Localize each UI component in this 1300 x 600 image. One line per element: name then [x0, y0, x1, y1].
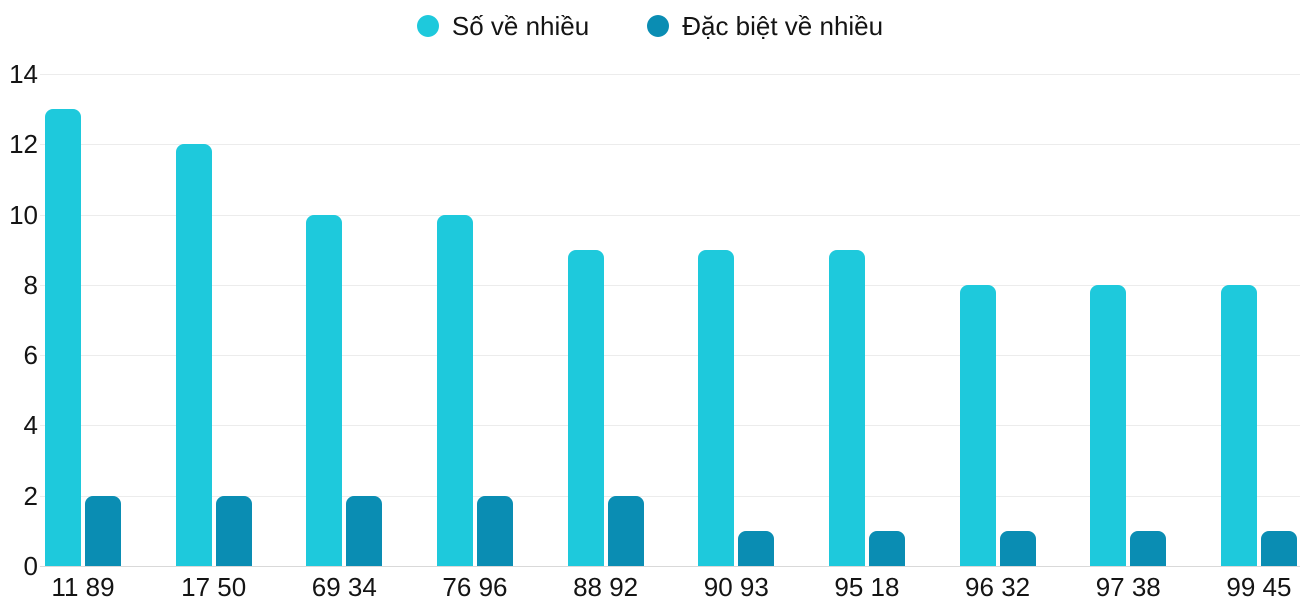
y-tick-label-4: 4 [23, 410, 38, 441]
x-axis-labels: 11 89 17 50 69 34 76 96 88 92 90 93 95 18 96 32… [45, 572, 1297, 600]
x-tick-label-11-89: 11 89 [51, 572, 115, 600]
bar-group-88-92 [567, 249, 644, 566]
bar-group-97-38 [1090, 284, 1167, 566]
bar-99-45[interactable] [1220, 284, 1257, 566]
gridline-14 [40, 74, 1300, 75]
x-tick-label-97-38: 97 38 [1095, 572, 1161, 600]
x-tick-label-88-92: 88 92 [573, 572, 639, 600]
bar-97-38[interactable] [1090, 284, 1127, 566]
x-tick-label-17-50: 17 50 [181, 572, 247, 600]
bar-group-17-50 [175, 144, 252, 566]
bar-96-32[interactable] [999, 530, 1036, 566]
chart-legend: Số về nhiều Đặc biệt về nhiều [0, 0, 1300, 52]
bar-95-18[interactable] [868, 530, 905, 566]
x-tick-label-90-93: 90 93 [703, 572, 769, 600]
gridline-8 [40, 284, 1300, 286]
y-tick-label-2: 2 [23, 480, 38, 511]
bar-17-50[interactable] [175, 144, 212, 566]
bar-group-11-89 [45, 109, 121, 566]
bar-95-18[interactable] [828, 249, 865, 566]
bar-11-89[interactable] [85, 495, 121, 566]
bar-88-92[interactable] [607, 495, 644, 566]
bar-group-95-18 [828, 249, 905, 566]
gridline-0 [40, 566, 1300, 567]
gridline-10 [40, 214, 1300, 216]
bar-group-76-96 [436, 214, 513, 566]
y-tick-label-6: 6 [23, 340, 38, 371]
y-tick-label-10: 10 [9, 199, 38, 230]
bar-69-34[interactable] [346, 495, 383, 566]
bar-76-96[interactable] [436, 214, 473, 566]
bar-96-32[interactable] [959, 284, 996, 566]
x-tick-label-69-34: 69 34 [311, 572, 377, 600]
bar-88-92[interactable] [567, 249, 604, 566]
bar-69-34[interactable] [306, 214, 343, 566]
legend-label-so-ve-nhieu: Số về nhiều [451, 10, 590, 41]
bar-group-99-45 [1220, 284, 1297, 566]
bar-90-93[interactable] [738, 530, 775, 566]
y-tick-label-8: 8 [23, 269, 38, 300]
x-tick-label-96-32: 96 32 [965, 572, 1031, 600]
bar-76-96[interactable] [476, 495, 513, 566]
legend-label-dac-biet-ve-nhieu: Đặc biệt về nhiều [682, 10, 884, 41]
x-tick-label-99-45: 99 45 [1226, 572, 1292, 600]
plot-area: 0 2 4 6 8 10 12 14 [0, 60, 1300, 580]
legend-dot-so-ve-nhieu-icon [416, 15, 439, 37]
legend-item-dac-biet-ve-nhieu[interactable]: Đặc biệt về nhiều [647, 11, 883, 42]
x-tick-label-76-96: 76 96 [442, 572, 508, 600]
bar-series [45, 75, 1297, 566]
gridline-2 [40, 495, 1300, 497]
legend-dot-dac-biet-ve-nhieu-icon [647, 15, 670, 37]
bar-group-69-34 [306, 214, 383, 566]
y-tick-label-12: 12 [9, 129, 38, 160]
x-tick-label-95-18: 95 18 [834, 572, 900, 600]
bar-99-45[interactable] [1260, 530, 1297, 566]
y-tick-label-14: 14 [9, 59, 38, 89]
bar-11-89[interactable] [45, 109, 81, 566]
bar-90-93[interactable] [698, 249, 735, 566]
bar-17-50[interactable] [215, 495, 252, 566]
legend-item-so-ve-nhieu[interactable]: Số về nhiều [416, 10, 590, 42]
y-tick-label-0: 0 [23, 551, 38, 581]
gridline-4 [40, 425, 1300, 427]
bar-group-96-32 [959, 284, 1036, 566]
bar-group-90-93 [698, 249, 775, 566]
gridline-12 [40, 144, 1300, 146]
gridline-6 [40, 355, 1300, 357]
bar-97-38[interactable] [1130, 530, 1167, 566]
